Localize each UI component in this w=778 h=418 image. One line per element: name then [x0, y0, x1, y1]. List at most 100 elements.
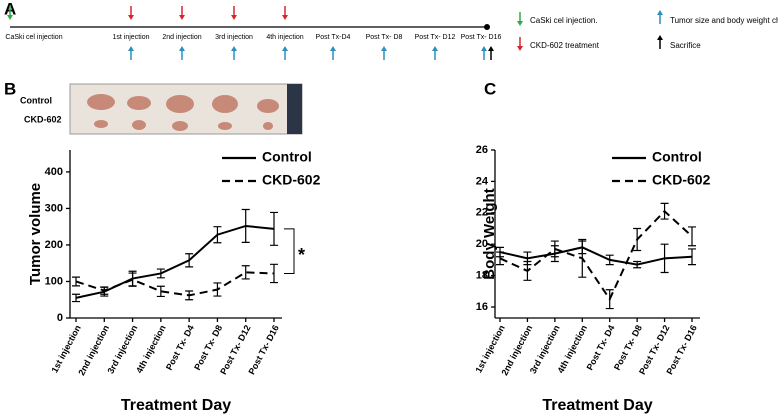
arrow-head: [231, 46, 237, 51]
timeline-label: 2nd injection: [162, 34, 201, 41]
tumor: [87, 94, 115, 110]
y-axis-title: Tumor volume: [27, 183, 44, 285]
tumor: [212, 95, 238, 113]
error-bar: [72, 276, 80, 287]
photo-ruler: [287, 84, 302, 134]
photo: Control CKD-602: [20, 83, 303, 135]
error-bar: [605, 289, 614, 310]
x-tick-label: 4th injection: [134, 323, 168, 375]
tumor: [166, 95, 194, 113]
x-tick-label: Post Tx- D8: [192, 323, 224, 371]
error-bar: [185, 290, 194, 301]
error-bar: [660, 243, 669, 274]
y-axis-title: Body Weight: [481, 188, 498, 279]
legend-label: CKD-602: [652, 172, 711, 188]
timeline-label: CaSki cel injection: [5, 34, 62, 41]
arrow-head: [488, 46, 494, 51]
timeline-end: [484, 24, 490, 30]
error-bar: [185, 253, 194, 268]
arrow-head: [381, 46, 387, 51]
arrow-head: [432, 46, 438, 51]
y-tick-label: 300: [45, 202, 63, 214]
timeline-legend: CKD-602 treatment: [530, 41, 600, 50]
arrow-head: [282, 15, 288, 20]
tumor: [257, 99, 279, 113]
arrow-head: [517, 46, 523, 51]
arrow-head: [7, 15, 13, 20]
arrow-head: [231, 15, 237, 20]
x-tick-label: Post Tx- D8: [612, 323, 644, 371]
annotation: *: [298, 245, 305, 265]
error-bar: [605, 254, 614, 266]
legend-label: Control: [652, 149, 702, 165]
timeline-legend: Sacrifice: [670, 41, 701, 50]
tumor: [132, 120, 146, 130]
timeline-label: 1st injection: [113, 34, 150, 41]
y-tick-label: 16: [476, 301, 488, 313]
error-bar: [270, 263, 278, 284]
series-line: [75, 271, 275, 297]
series-line: [75, 224, 275, 299]
arrow-head: [481, 46, 487, 51]
x-tick-label: Post Tx- D16: [246, 323, 280, 376]
legend-label: Control: [262, 149, 312, 165]
error-bar: [578, 238, 587, 278]
photo-label: Control: [20, 95, 52, 105]
y-tick-label: 18: [476, 270, 488, 282]
photo-label: CKD-602: [24, 114, 62, 124]
x-tick-label: Post Tx- D4: [585, 323, 617, 371]
x-tick-label: 1st injection: [49, 323, 82, 374]
error-bar: [688, 248, 696, 266]
timeline-legend: Tumor size and body weight check: [670, 16, 778, 25]
y-tick-label: 200: [45, 239, 63, 251]
tumor: [263, 122, 273, 130]
error-bar: [241, 208, 250, 243]
error-bar: [550, 240, 559, 258]
timeline-label: 4th injection: [266, 34, 303, 41]
timeline-label: Post Tx- D8: [366, 34, 403, 41]
panel-label: B: [4, 79, 16, 98]
error-bar: [241, 265, 250, 280]
arrow-head: [517, 21, 523, 26]
error-bar: [496, 251, 504, 266]
x-axis-title: Treatment Day: [121, 397, 231, 414]
x-tick-label: Post Tx- D4: [164, 323, 196, 371]
tumor: [127, 96, 151, 110]
legend-label: CKD-602: [262, 172, 321, 188]
arrow-head: [128, 46, 134, 51]
arrow-head: [330, 46, 336, 51]
series-line: [499, 246, 693, 266]
x-axis-title: Treatment Day: [542, 397, 652, 414]
timeline-label: 3rd injection: [215, 34, 253, 41]
arrow-head: [179, 15, 185, 20]
y-tick-label: 400: [45, 166, 63, 178]
error-bar: [523, 260, 532, 281]
tumor: [218, 122, 232, 130]
timeline-label: Post Tx- D12: [415, 34, 456, 41]
arrow-head: [179, 46, 185, 51]
y-tick-label: 26: [476, 144, 488, 156]
error-bar: [660, 202, 669, 220]
error-bar: [72, 293, 80, 303]
y-tick-label: 0: [57, 312, 63, 324]
y-tick-label: 22: [476, 207, 488, 219]
timeline-label: Post Tx- D16: [461, 34, 502, 41]
error-bar: [156, 268, 165, 279]
y-tick-label: 24: [476, 175, 489, 187]
error-bar: [633, 260, 642, 269]
error-bar: [128, 272, 137, 287]
error-bar: [688, 226, 696, 247]
y-tick-label: 100: [45, 275, 63, 287]
tumor: [94, 120, 108, 128]
panel-label: C: [484, 79, 496, 98]
significance-bracket: [284, 228, 295, 274]
timeline-legend: CaSki cel injection.: [530, 16, 598, 25]
tumor: [172, 121, 188, 131]
arrow-head: [282, 46, 288, 51]
arrow-head: [657, 10, 663, 15]
series-line: [499, 209, 693, 302]
error-bar: [156, 285, 165, 298]
error-bar: [213, 282, 222, 297]
error-bar: [270, 211, 278, 246]
